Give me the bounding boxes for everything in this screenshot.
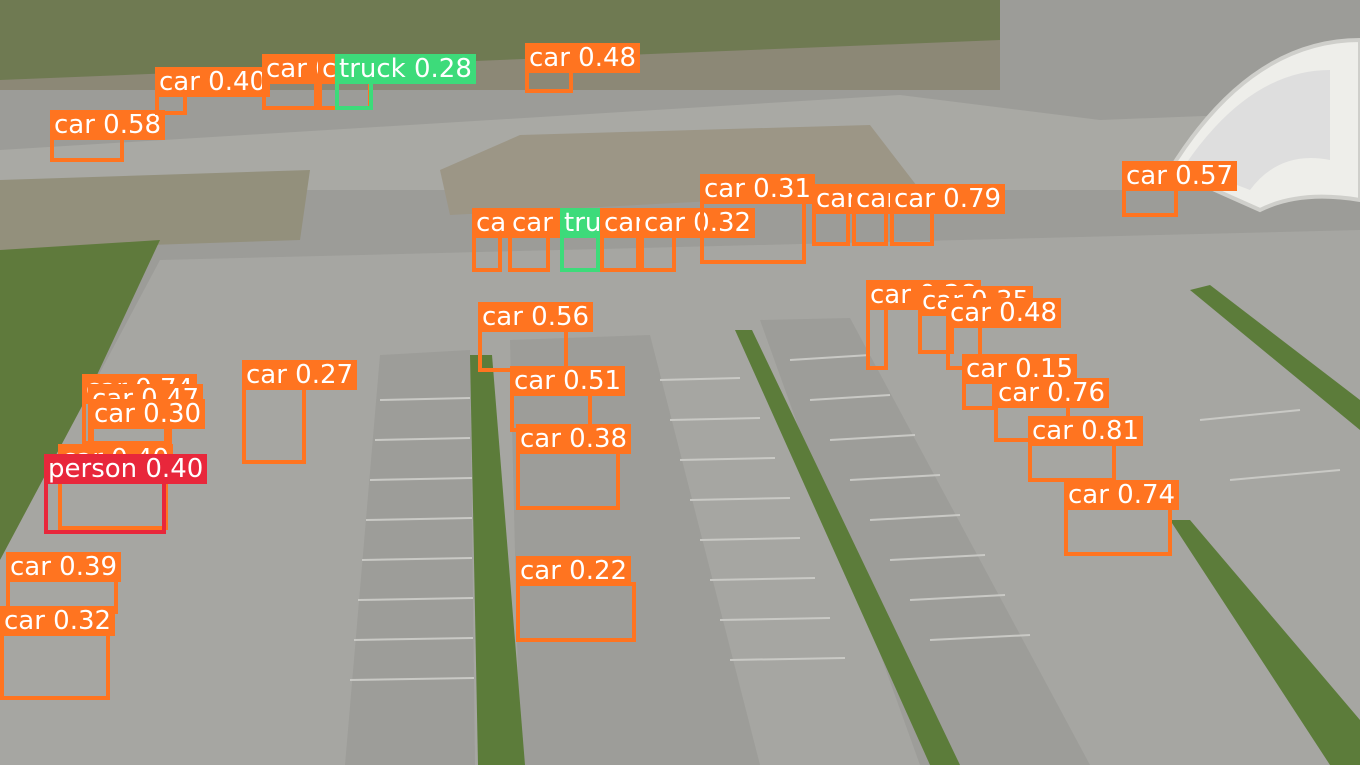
grass-left bbox=[0, 240, 160, 560]
detection-label: car 0.51 bbox=[510, 366, 626, 396]
detection-box-car: car 0.52 bbox=[600, 208, 716, 272]
hedge bbox=[470, 355, 525, 765]
detection-box-car: car 0.31 bbox=[700, 174, 816, 264]
detection-box-car: car 0.22 bbox=[516, 556, 636, 642]
detection-box-car: car 0.30 bbox=[90, 399, 206, 470]
parking-row bbox=[760, 318, 1090, 765]
detection-box-person: person 0.40 bbox=[44, 454, 208, 534]
detection-box-car: car 0.48 bbox=[472, 208, 588, 272]
detection-box-car: car 0.38 bbox=[516, 424, 632, 510]
detection-box-car: car 0.74 bbox=[1064, 480, 1180, 556]
detection-label: car 0.38 bbox=[516, 424, 632, 454]
detection-label: person 0.40 bbox=[44, 454, 208, 484]
detection-box-car: car 0.32 bbox=[0, 606, 116, 700]
detection-box-truck: truck 0.91 bbox=[560, 208, 701, 272]
detection-label: car 0.31 bbox=[700, 174, 816, 204]
detection-label: car 0.40 bbox=[155, 67, 271, 97]
detection-label: car 0.58 bbox=[50, 110, 166, 140]
hedge bbox=[1190, 285, 1360, 430]
detection-label: car 0.76 bbox=[994, 378, 1110, 408]
parking-row bbox=[345, 350, 475, 765]
detection-box-car: car 0.44 bbox=[812, 184, 928, 246]
detection-box-car: car 0.15 bbox=[962, 354, 1078, 410]
detection-label: car 0.27 bbox=[242, 360, 358, 390]
detection-label: car 0.74 bbox=[1064, 480, 1180, 510]
detection-label: car 0.32 bbox=[640, 208, 756, 238]
detection-box-car: car 0.28 bbox=[866, 280, 982, 370]
detection-box-car: car 0.48 bbox=[262, 54, 378, 110]
detection-label: car 0.48 bbox=[946, 298, 1062, 328]
detection-box-car: car 0.46 bbox=[508, 208, 624, 272]
detection-box-car: car 0.20 bbox=[852, 184, 968, 246]
detection-label: car 0.39 bbox=[6, 552, 122, 582]
detection-label: car 0.32 bbox=[0, 606, 116, 636]
hedge bbox=[1170, 520, 1360, 765]
detection-label: car 0.79 bbox=[890, 184, 1006, 214]
detection-box-car: car 0.39 bbox=[6, 552, 122, 614]
detection-box-truck: truck 0.28 bbox=[335, 54, 476, 110]
detection-box-car: car 0.56 bbox=[478, 302, 594, 372]
parking-stripes bbox=[349, 354, 1341, 681]
detection-label: car 0.57 bbox=[1122, 161, 1238, 191]
detection-box-car: car 0.32 bbox=[640, 208, 756, 272]
detection-box-car: car 0.76 bbox=[994, 378, 1110, 442]
detection-label: car 0.56 bbox=[478, 302, 594, 332]
detection-label: car 0.48 bbox=[525, 43, 641, 73]
detection-box-car: car 0.81 bbox=[1028, 416, 1144, 482]
dome-lattice bbox=[1185, 70, 1330, 190]
detection-label: car 0.22 bbox=[516, 556, 632, 586]
detection-box-car: car 0.57 bbox=[1122, 161, 1238, 217]
detection-label: truck 0.28 bbox=[335, 54, 476, 84]
detection-box-car: car 0.48 bbox=[946, 298, 1062, 370]
detection-box-car: car 0.79 bbox=[890, 184, 1006, 246]
detection-box-car: car 0.40 bbox=[155, 67, 271, 115]
detection-box-car: car 0.58 bbox=[50, 110, 166, 162]
dirt-left bbox=[0, 170, 310, 250]
detection-label: car 0.81 bbox=[1028, 416, 1144, 446]
hedge bbox=[735, 330, 960, 765]
detection-box-car: car 0.51 bbox=[510, 366, 626, 432]
detection-box-car: car 0.48 bbox=[525, 43, 641, 93]
detection-label: car 0.30 bbox=[90, 399, 206, 429]
detection-box-car: car 0.27 bbox=[242, 360, 358, 464]
